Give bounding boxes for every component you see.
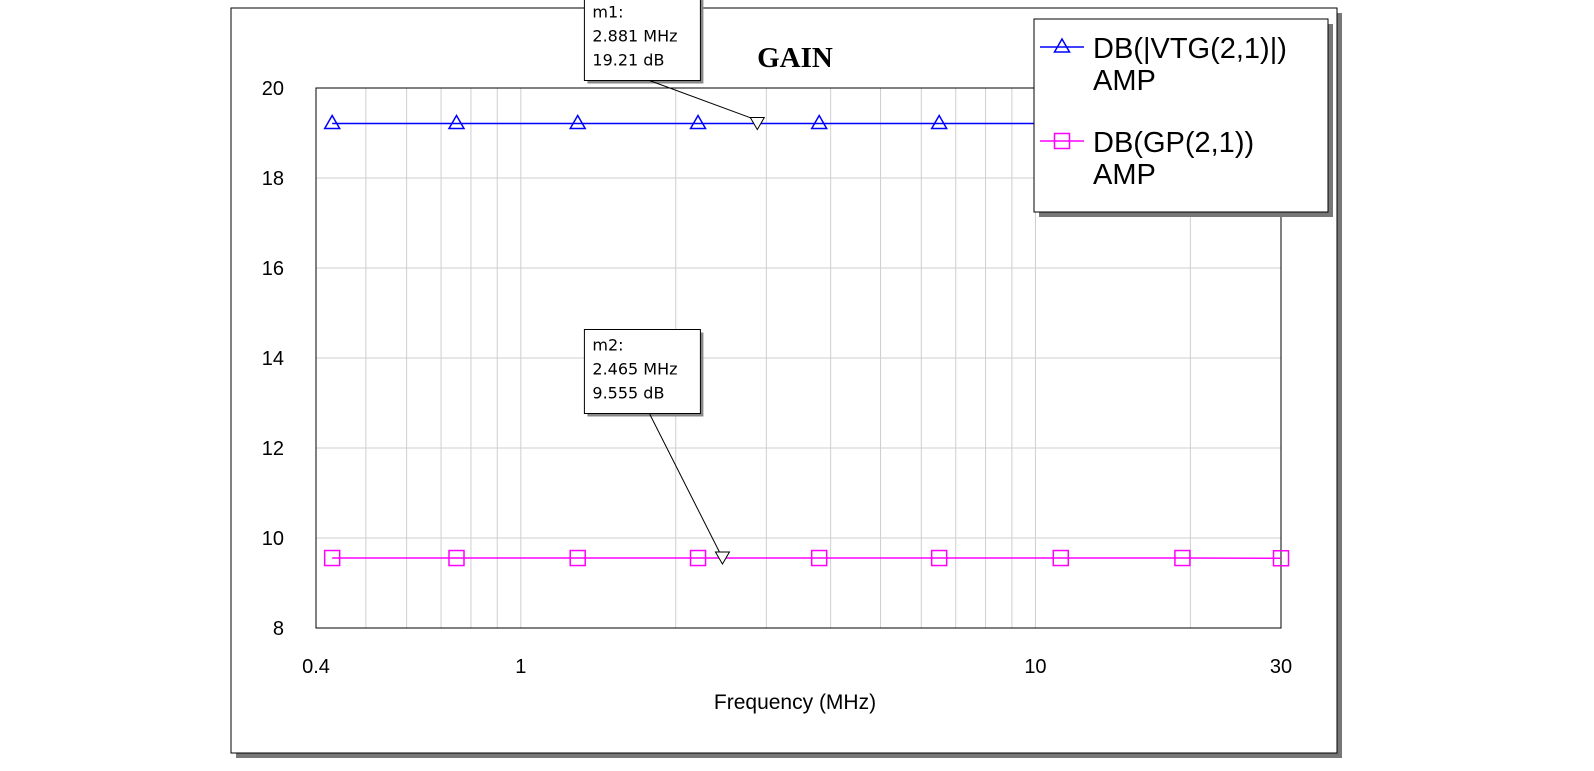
y-tick-label: 8: [273, 618, 284, 640]
series-point-triangle: [930, 114, 948, 130]
series-point-square: [1272, 550, 1290, 567]
series-point-triangle: [323, 114, 341, 130]
marker-leader-line: [648, 413, 721, 555]
marker-m1-line-2: 2.881 MHz: [592, 27, 677, 46]
marker-m1-line-1: m1:: [592, 3, 623, 22]
series-point-square: [689, 549, 707, 567]
marker-triangle: [714, 551, 731, 566]
marker-box: [583, 329, 701, 414]
y-tick-label: 12: [262, 438, 284, 460]
series-point-triangle: [1053, 37, 1071, 53]
x-tick-label: 10: [1024, 656, 1046, 678]
series-point-square: [569, 549, 586, 567]
legend-box: [1033, 18, 1329, 213]
series-point-square: [1053, 132, 1071, 150]
y-tick-label: 16: [262, 258, 284, 280]
series-point-triangle: [810, 114, 828, 130]
y-tick-label: 20: [262, 78, 284, 100]
x-tick-label: 1: [515, 656, 526, 678]
legend-entry-2-name: DB(GP(2,1)): [1093, 127, 1254, 159]
plot-area: [315, 87, 1282, 629]
y-tick-label: 18: [262, 168, 284, 190]
series-point-square: [323, 549, 341, 567]
legend-entry-1-name-line2: AMP: [1093, 65, 1156, 97]
x-tick-labels: 0.4 1 10 30: [302, 656, 1292, 678]
y-tick-label: 14: [262, 348, 284, 370]
series-point-square: [1174, 549, 1191, 567]
marker-leader-line: [649, 80, 756, 121]
legend-entry-1-name: DB(|VTG(2,1)|): [1093, 33, 1287, 65]
series-point-square: [1052, 549, 1070, 567]
marker-m1-line-3: 19.21 dB: [592, 51, 664, 70]
x-axis-label: Frequency (MHz): [714, 691, 876, 714]
series-point-square: [930, 549, 948, 567]
x-tick-label: 30: [1270, 656, 1292, 678]
marker-box: [583, 0, 701, 81]
y-tick-labels: 8 10 12 14 16 18 20: [262, 78, 284, 640]
series-point-triangle: [447, 114, 466, 130]
series-point-triangle: [689, 114, 707, 130]
y-tick-label: 10: [262, 528, 284, 550]
series-point-square: [810, 549, 828, 567]
marker-triangle: [749, 117, 766, 131]
marker-m2-line-1: m2:: [592, 336, 623, 355]
marker-group: m1: 2.881 MHz 19.21 dB m2: 2.465 MHz 9.555 dB: [583, 0, 766, 566]
series-point-triangle: [568, 114, 587, 130]
chart-title: GAIN: [757, 42, 833, 74]
marker-m2-line-3: 9.555 dB: [592, 384, 664, 403]
series-point-square: [448, 549, 465, 567]
x-tick-label: 0.4: [302, 656, 330, 678]
legend-entry-2-name-line2: AMP: [1093, 159, 1156, 191]
marker-m2-line-2: 2.465 MHz: [592, 360, 677, 379]
